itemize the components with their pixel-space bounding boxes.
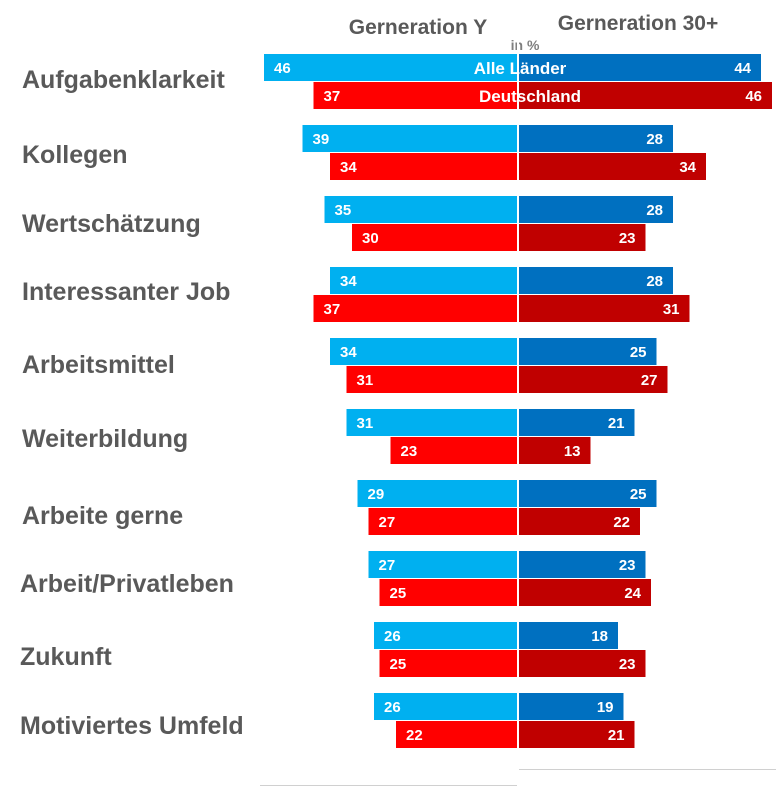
bar-gen-30-alle-laender bbox=[519, 693, 624, 720]
data-label: 27 bbox=[379, 557, 396, 574]
data-label: 27 bbox=[641, 372, 658, 389]
bar-gen-y-deutschland bbox=[313, 295, 517, 322]
data-label: 28 bbox=[646, 131, 663, 148]
data-label: 39 bbox=[313, 131, 330, 148]
bar-gen-30-alle-laender bbox=[519, 480, 657, 507]
data-label: 31 bbox=[357, 415, 374, 432]
category-label: Arbeitsmittel bbox=[22, 351, 175, 379]
data-label: 22 bbox=[613, 514, 630, 531]
data-label: 37 bbox=[324, 88, 341, 105]
unit-label: in % bbox=[511, 37, 540, 53]
bar-gen-30-deutschland bbox=[519, 224, 646, 251]
bar-gen-y-alle-laender bbox=[302, 125, 517, 152]
category-label: Aufgabenklarkeit bbox=[22, 66, 226, 94]
category-label: Wertschätzung bbox=[22, 210, 201, 238]
data-label: 23 bbox=[619, 230, 636, 247]
data-label: 44 bbox=[734, 60, 751, 77]
bar-gen-y-deutschland bbox=[313, 82, 517, 109]
bar-gen-y-alle-laender bbox=[346, 409, 517, 436]
bar-gen-30-deutschland bbox=[519, 295, 690, 322]
data-label: 24 bbox=[624, 585, 641, 602]
data-label: 21 bbox=[608, 415, 625, 432]
bar-gen-30-alle-laender bbox=[519, 338, 657, 365]
bar-gen-30-alle-laender bbox=[519, 551, 646, 578]
bar-gen-y-deutschland bbox=[368, 508, 517, 535]
data-label: 30 bbox=[362, 230, 379, 247]
data-label: 34 bbox=[340, 273, 357, 290]
bar-gen-30-deutschland bbox=[519, 579, 651, 606]
category-label: Arbeite gerne bbox=[22, 502, 183, 530]
bar-gen-y-deutschland bbox=[346, 366, 517, 393]
data-label: 25 bbox=[630, 486, 647, 503]
bar-gen-y-deutschland bbox=[379, 579, 517, 606]
data-label: 31 bbox=[663, 301, 680, 318]
bar-gen-30-deutschland bbox=[519, 508, 640, 535]
category-label: Arbeit/Privatleben bbox=[20, 570, 234, 598]
bar-gen-30-alle-laender bbox=[519, 54, 761, 81]
data-label: 31 bbox=[357, 372, 374, 389]
bar-gen-y-alle-laender bbox=[324, 196, 517, 223]
bar-gen-y-deutschland bbox=[390, 437, 517, 464]
data-label: 34 bbox=[340, 344, 357, 361]
bar-gen-30-alle-laender bbox=[519, 622, 618, 649]
category-label: Weiterbildung bbox=[22, 425, 188, 453]
bar-gen-30-deutschland bbox=[519, 721, 635, 748]
bar-gen-y-alle-laender bbox=[374, 693, 517, 720]
bar-gen-y-deutschland bbox=[352, 224, 517, 251]
bar-gen-y-alle-laender bbox=[330, 267, 517, 294]
data-label: 46 bbox=[274, 60, 291, 77]
bar-gen-y-alle-laender bbox=[264, 54, 517, 81]
data-label: 25 bbox=[630, 344, 647, 361]
data-label: 35 bbox=[335, 202, 352, 219]
data-label: 21 bbox=[608, 727, 625, 744]
bar-gen-30-deutschland bbox=[519, 153, 706, 180]
data-label: 34 bbox=[679, 159, 696, 176]
data-label: 23 bbox=[619, 557, 636, 574]
bar-gen-30-deutschland bbox=[519, 437, 591, 464]
bar-gen-30-deutschland bbox=[519, 650, 646, 677]
data-label: 27 bbox=[379, 514, 396, 531]
bar-gen-y-alle-laender bbox=[357, 480, 517, 507]
bar-gen-y-deutschland bbox=[379, 650, 517, 677]
data-label: 28 bbox=[646, 202, 663, 219]
panel-title-left: Gerneration Y bbox=[349, 16, 488, 39]
data-label: 28 bbox=[646, 273, 663, 290]
data-label: 25 bbox=[390, 656, 407, 673]
data-label: 19 bbox=[597, 699, 614, 716]
bar-gen-30-alle-laender bbox=[519, 125, 673, 152]
bar-gen-30-deutschland bbox=[519, 366, 668, 393]
data-label: 26 bbox=[384, 628, 401, 645]
category-label: Motiviertes Umfeld bbox=[20, 712, 244, 740]
bar-gen-y-alle-laender bbox=[368, 551, 517, 578]
bar-gen-30-alle-laender bbox=[519, 196, 673, 223]
category-label: Interessanter Job bbox=[22, 278, 230, 306]
legend-label: Alle Länder bbox=[474, 59, 567, 78]
bar-gen-y-alle-laender bbox=[330, 338, 517, 365]
bar-gen-30-alle-laender bbox=[519, 267, 673, 294]
bar-gen-30-deutschland bbox=[519, 82, 772, 109]
data-label: 26 bbox=[384, 699, 401, 716]
data-label: 34 bbox=[340, 159, 357, 176]
data-label: 29 bbox=[368, 486, 385, 503]
data-label: 22 bbox=[406, 727, 423, 744]
data-label: 25 bbox=[390, 585, 407, 602]
data-label: 37 bbox=[324, 301, 341, 318]
legend-label: Deutschland bbox=[479, 87, 581, 106]
data-label: 13 bbox=[564, 443, 581, 460]
bar-gen-y-deutschland bbox=[330, 153, 517, 180]
category-label: Zukunft bbox=[20, 643, 112, 671]
panel-title-right: Gerneration 30+ bbox=[558, 12, 718, 35]
data-label: 18 bbox=[591, 628, 608, 645]
data-label: 46 bbox=[745, 88, 762, 105]
bar-gen-30-alle-laender bbox=[519, 409, 635, 436]
bar-gen-y-alle-laender bbox=[374, 622, 517, 649]
data-label: 23 bbox=[619, 656, 636, 673]
category-label: Kollegen bbox=[22, 141, 128, 169]
bar-gen-y-deutschland bbox=[396, 721, 517, 748]
data-label: 23 bbox=[401, 443, 418, 460]
